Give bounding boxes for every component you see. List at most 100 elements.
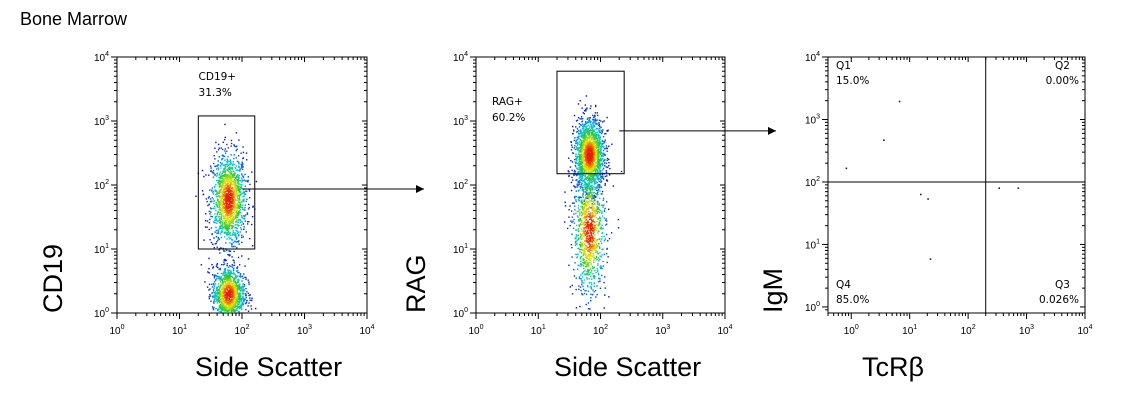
event-dot	[220, 220, 222, 223]
event-dot	[594, 178, 597, 180]
event-dot	[226, 298, 228, 300]
event-dot	[577, 207, 580, 209]
event-dot	[231, 272, 233, 275]
event-dot	[575, 240, 578, 243]
event-dot	[249, 294, 251, 296]
event-dot	[234, 172, 236, 175]
event-dot	[237, 211, 240, 213]
event-dot	[226, 186, 228, 188]
event-dot	[227, 160, 229, 163]
event-dot	[577, 148, 580, 150]
event-dot	[219, 294, 221, 296]
event-dot	[232, 195, 235, 198]
event-dot	[208, 228, 210, 231]
event-dot	[599, 169, 601, 171]
event-dot	[601, 172, 603, 174]
event-dot	[575, 146, 578, 148]
event-dot	[222, 227, 224, 229]
event-dot	[231, 197, 234, 199]
event-dot	[217, 168, 220, 171]
event-dot	[214, 296, 216, 299]
event-dot	[571, 216, 574, 218]
event-dot	[209, 218, 211, 221]
event-dot	[583, 124, 586, 127]
event-dot	[220, 292, 222, 295]
event-dot	[234, 302, 237, 304]
event-dot	[603, 147, 606, 150]
event-dot	[228, 203, 230, 206]
event-dot	[582, 155, 585, 157]
event-dot	[210, 208, 213, 210]
event-dot	[226, 231, 228, 234]
event-dot	[584, 232, 586, 235]
event-dot	[236, 267, 238, 269]
event-dot	[223, 304, 225, 307]
event-dot	[229, 250, 232, 252]
event-dot	[584, 214, 586, 216]
event-dot	[248, 220, 250, 223]
event-dot	[220, 285, 222, 287]
event-dot	[587, 272, 589, 275]
event-dot	[224, 311, 226, 313]
event-dot	[217, 229, 219, 231]
event-dot	[576, 128, 579, 130]
event-dot	[214, 189, 216, 191]
event-dot	[592, 206, 595, 208]
event-dot	[247, 181, 249, 183]
event-dot	[218, 225, 221, 228]
event-dot	[243, 300, 245, 303]
event-dot	[597, 142, 599, 144]
event-dot	[584, 266, 587, 268]
event-dot	[598, 155, 600, 157]
event-dot	[586, 179, 589, 182]
event-dot	[586, 193, 588, 196]
event-dot	[574, 173, 577, 175]
event-dot	[218, 147, 220, 149]
event-dot	[228, 281, 231, 283]
event-dot	[230, 265, 232, 268]
event-dot	[582, 168, 584, 170]
event-dot	[234, 305, 237, 308]
event-dot	[230, 173, 232, 176]
event-dot	[216, 193, 218, 195]
event-dot	[583, 163, 586, 165]
event-dot	[226, 225, 229, 228]
event-dot	[226, 180, 229, 182]
event-dot	[209, 207, 212, 209]
event-dot	[581, 273, 584, 275]
event-dot	[226, 165, 228, 168]
event-dot	[241, 308, 243, 310]
event-dot	[238, 311, 240, 313]
event-dot	[225, 309, 228, 311]
event-dot	[231, 303, 234, 306]
event-dot	[236, 266, 239, 268]
event-dot	[586, 208, 588, 210]
event-dot	[580, 233, 583, 236]
event-dot	[594, 192, 597, 195]
event-dot	[245, 294, 247, 297]
event-dot	[222, 220, 224, 222]
event-dot	[603, 204, 605, 206]
event-dot	[228, 184, 230, 186]
event-dot	[589, 123, 592, 125]
event-dot	[237, 205, 239, 208]
event-dot	[245, 152, 248, 154]
event-dot	[576, 215, 579, 217]
event-dot	[232, 304, 234, 307]
event-dot	[585, 190, 587, 193]
event-dot	[577, 135, 580, 137]
event-dot	[592, 247, 594, 250]
event-dot	[576, 235, 578, 237]
event-dot	[578, 230, 580, 232]
event-dot	[234, 287, 237, 290]
event-dot	[231, 194, 234, 196]
event-dot	[577, 129, 580, 132]
event-dot	[594, 145, 597, 148]
event-dot	[214, 205, 216, 208]
event-dot	[223, 175, 225, 178]
event-dot	[595, 133, 598, 136]
event-dot	[213, 295, 216, 298]
event-dot	[578, 177, 580, 179]
event-dot	[576, 158, 578, 161]
event-dot	[220, 284, 223, 286]
